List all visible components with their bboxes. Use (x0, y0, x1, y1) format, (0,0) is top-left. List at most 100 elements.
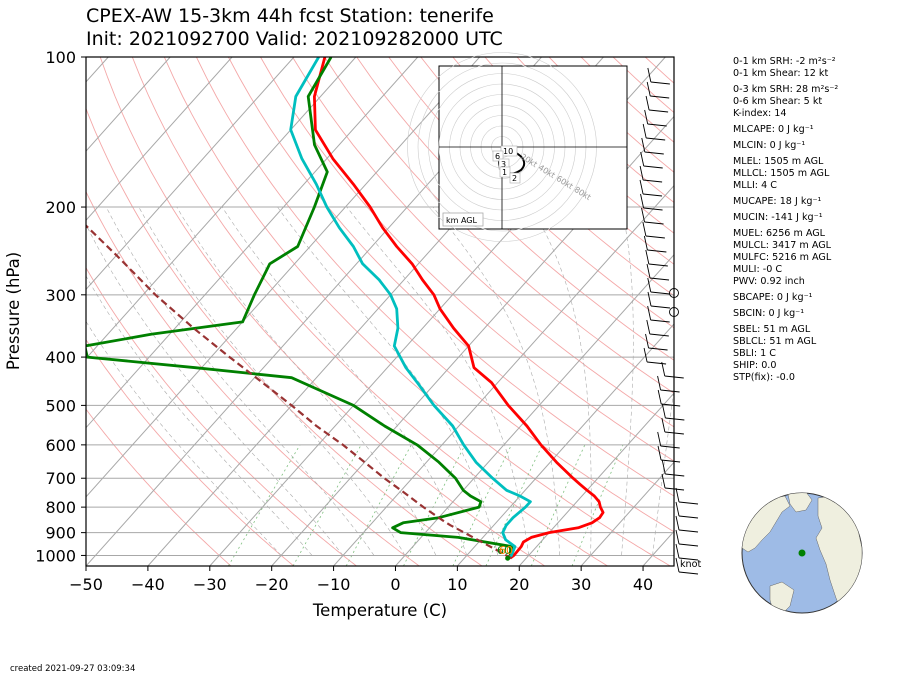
wind-barb (657, 431, 662, 447)
wind-barb (639, 165, 644, 181)
x-tick-label: −50 (69, 575, 103, 594)
surface-label-dewpoint: 60 (497, 544, 511, 557)
wind-barb-flag (643, 207, 663, 211)
wind-barb (675, 487, 680, 503)
wind-barb (646, 263, 651, 279)
wind-barb (639, 179, 644, 195)
wind-barb (647, 67, 652, 83)
index-line: MLLCL: 1505 m AGL (733, 168, 830, 179)
x-tick-label: −10 (317, 575, 351, 594)
dry-adiabat (86, 107, 483, 566)
wind-barb-flag (644, 221, 664, 225)
isotherm (518, 392, 674, 566)
y-tick-label: 200 (45, 198, 76, 217)
moist-adiabat (221, 206, 468, 556)
wind-barb-flag (660, 389, 680, 393)
wind-barb-flag (664, 431, 684, 435)
hodograph-height-box (509, 172, 521, 184)
wind-barb-flag (660, 459, 681, 463)
wind-barb-flag (643, 165, 663, 169)
index-line: MULCL: 3417 m AGL (733, 240, 832, 251)
wind-barb (675, 501, 680, 517)
wind-barb (657, 389, 662, 405)
station-marker (798, 549, 806, 557)
index-line: SBCIN: 0 J kg⁻¹ (733, 308, 805, 319)
wind-barb-flag (665, 417, 685, 421)
index-line: SBEL: 51 m AGL (733, 324, 811, 335)
dry-adiabat (86, 338, 294, 566)
moist-adiabat (138, 206, 406, 556)
dry-adiabat (356, 57, 674, 361)
index-line: K-index: 14 (733, 108, 787, 119)
wind-barb (661, 417, 666, 433)
surface-dewpoint-marker (505, 555, 511, 561)
index-line: SHIP: 0.0 (733, 360, 777, 371)
wind-barb-flag (678, 557, 699, 561)
dry-adiabat (838, 57, 906, 566)
wind-barbs (639, 67, 699, 575)
wind-barb-flag (649, 333, 669, 337)
wind-barb-flag (664, 375, 684, 379)
wind-barb (675, 557, 680, 573)
wind-barb-flag (678, 501, 699, 505)
isotherm (86, 57, 481, 498)
plot-grid (86, 57, 906, 566)
dry-adiabat (99, 57, 545, 566)
wind-barb-flag (643, 179, 663, 183)
wind-barb (642, 123, 647, 139)
y-tick-label: 300 (45, 286, 76, 305)
dry-adiabat (228, 57, 674, 497)
wind-barb-flag (678, 529, 699, 533)
wind-barb (645, 333, 649, 349)
chart-title: CPEX-AW 15-3km 44h fcst Station: tenerif… (86, 5, 494, 27)
moist-adiabat (621, 206, 634, 556)
x-tick-label: 20 (509, 575, 529, 594)
dry-adiabat (86, 408, 232, 566)
wind-barb-flag (648, 263, 668, 267)
land-greenland (787, 493, 813, 513)
wind-barb-flag (647, 249, 667, 253)
plot-frame (85, 56, 675, 567)
isotherm (86, 57, 171, 152)
index-line: 0-6 km Shear: 5 kt (733, 96, 823, 107)
wind-barb-flag (649, 277, 670, 281)
y-tick-label: 700 (45, 469, 76, 488)
y-tick-label: 900 (45, 524, 76, 543)
wetbulb-profile (289, 57, 532, 560)
wind-barb-flag (647, 361, 667, 365)
location-globe (741, 492, 863, 614)
dry-adiabat (324, 57, 674, 394)
x-tick-label: 10 (447, 575, 467, 594)
wind-barb-flag (665, 473, 685, 477)
temperature-profile (313, 57, 605, 560)
wind-barb (642, 221, 647, 237)
isotherm (395, 254, 674, 566)
mixing-ratio-line (530, 444, 586, 566)
hodograph-height-label: 1 (502, 168, 507, 177)
wind-barb-flag (678, 571, 699, 575)
wind-barb (644, 109, 649, 125)
x-tick-label: −40 (131, 575, 165, 594)
surface-label-temperature: 60 (499, 544, 513, 557)
index-line: MUEL: 6256 m AGL (733, 228, 826, 239)
wind-barb-flag (650, 291, 670, 295)
index-line: MLEL: 1505 m AGL (733, 156, 824, 167)
wind-barb (640, 151, 645, 167)
moist-adiabat (652, 386, 674, 556)
chart-subtitle: Init: 2021092700 Valid: 202109282000 UTC (86, 28, 503, 50)
isotherm (86, 57, 233, 221)
wind-barb (641, 137, 646, 153)
wind-barb (661, 403, 666, 419)
y-axis: 100 200 300 400 500 600 700 800 900 1000 (35, 48, 86, 565)
isotherm (86, 57, 295, 291)
mixing-ratio-line (485, 444, 543, 566)
x-tick-label: 30 (571, 575, 591, 594)
x-tick-label: −30 (193, 575, 227, 594)
dry-adiabat (452, 57, 674, 265)
index-line: MULFC: 5216 m AGL (733, 252, 832, 263)
moist-adiabat (432, 206, 560, 556)
isotherm (86, 57, 419, 429)
wind-barb (643, 235, 648, 251)
wind-barb-flag (646, 137, 666, 141)
